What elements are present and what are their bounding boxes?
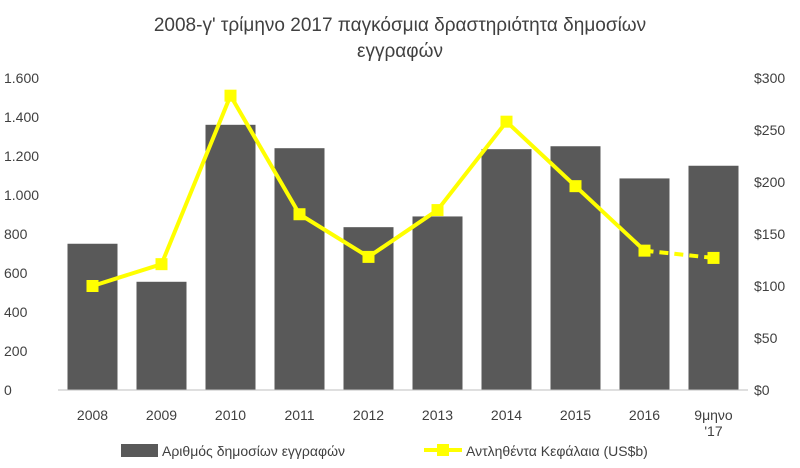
legend-swatch-marker [437, 444, 449, 456]
line-dashed [644, 248, 714, 260]
left-axis-ticks: 0 200 400 600 800 1.000 1.200 1.400 1.600 [4, 70, 39, 398]
left-tick-label: 600 [4, 265, 28, 281]
right-tick-label: $50 [754, 330, 778, 346]
bar [619, 178, 670, 390]
chart-title-line-1: 2008-γ' τρίμηνο 2017 παγκόσμια δραστηριό… [154, 15, 646, 36]
bar [67, 243, 118, 390]
x-axis-ticks: 2008 2009 2010 2011 2012 2013 2014 2015 2016 9μην… [77, 407, 733, 439]
x-tick-label: '17 [704, 423, 722, 439]
line-point [500, 115, 513, 128]
left-tick-label: 1.000 [4, 187, 39, 203]
line-point [431, 204, 444, 217]
line-point [638, 244, 651, 257]
x-tick-label: 2015 [560, 407, 591, 423]
chart-title-line-2: εγγραφών [357, 41, 443, 62]
x-tick-label: 2016 [629, 407, 660, 423]
x-tick-label: 2010 [215, 407, 246, 423]
bar-series [67, 124, 739, 391]
legend-label-bars: Αριθμός δημοσίων εγγραφών [162, 443, 345, 459]
x-tick-label: 2012 [353, 407, 384, 423]
bar [481, 149, 532, 390]
left-tick-label: 400 [4, 304, 28, 320]
bar [205, 124, 256, 391]
right-tick-label: $200 [754, 174, 785, 190]
line-point [293, 208, 306, 221]
right-tick-label: $150 [754, 226, 785, 242]
line-series [86, 89, 720, 292]
x-tick-label: 2011 [284, 407, 314, 423]
line-point [362, 250, 375, 263]
left-tick-label: 0 [4, 382, 12, 398]
left-tick-label: 1.200 [4, 148, 39, 164]
right-tick-label: $0 [754, 382, 770, 398]
x-tick-label: 9μηνο [694, 407, 733, 423]
right-tick-label: $250 [754, 122, 785, 138]
left-tick-label: 200 [4, 343, 28, 359]
legend: Αριθμός δημοσίων εγγραφών Αντληθέντα Κεφ… [121, 443, 648, 459]
right-tick-label: $300 [754, 70, 785, 86]
bar [136, 281, 187, 390]
line-point [707, 251, 720, 264]
line-point [155, 258, 168, 271]
left-tick-label: 800 [4, 226, 28, 242]
legend-swatch-bars [121, 444, 158, 457]
x-tick-label: 2014 [491, 407, 522, 423]
line-point [224, 89, 237, 102]
bar [412, 216, 463, 390]
left-tick-label: 1.400 [4, 109, 39, 125]
left-tick-label: 1.600 [4, 70, 39, 86]
line-point [86, 280, 99, 292]
right-axis-ticks: $0 $50 $100 $150 $200 $250 $300 [754, 70, 785, 398]
x-tick-label: 2008 [77, 407, 108, 423]
x-tick-label: 2013 [422, 407, 453, 423]
bar [688, 165, 739, 390]
x-tick-label: 2009 [146, 407, 177, 423]
line-point [569, 180, 582, 193]
right-tick-label: $100 [754, 278, 785, 294]
legend-label-line: Αντληθέντα Κεφάλαια (US$b) [466, 443, 648, 459]
